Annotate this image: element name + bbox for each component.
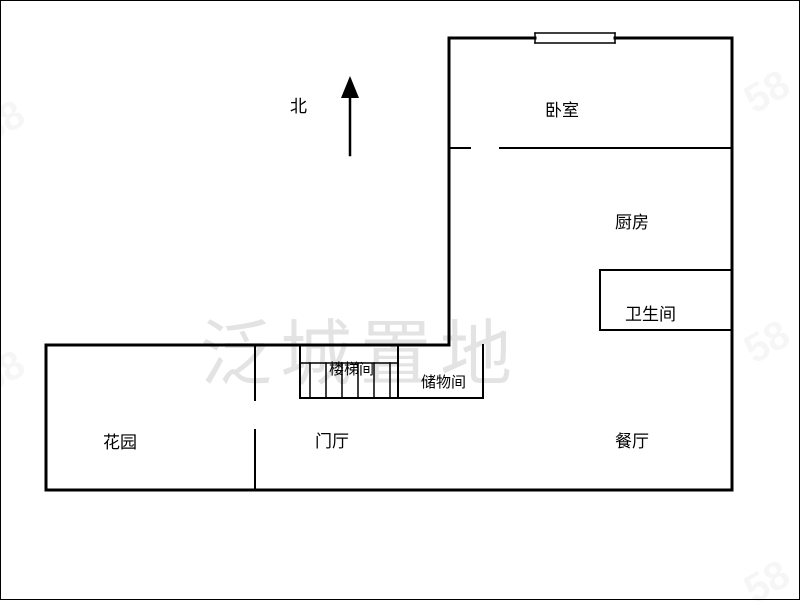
floorplan-svg: [0, 0, 800, 600]
label-bedroom: 卧室: [545, 96, 579, 121]
label-garden: 花园: [103, 428, 137, 453]
label-dining: 餐厅: [615, 427, 649, 452]
label-stairwell: 楼梯间: [329, 358, 374, 379]
label-foyer: 门厅: [315, 427, 349, 452]
compass-label: 北: [290, 92, 307, 117]
label-kitchen: 厨房: [615, 208, 649, 233]
label-storage: 储物间: [421, 371, 466, 392]
label-bathroom: 卫生间: [625, 300, 676, 325]
